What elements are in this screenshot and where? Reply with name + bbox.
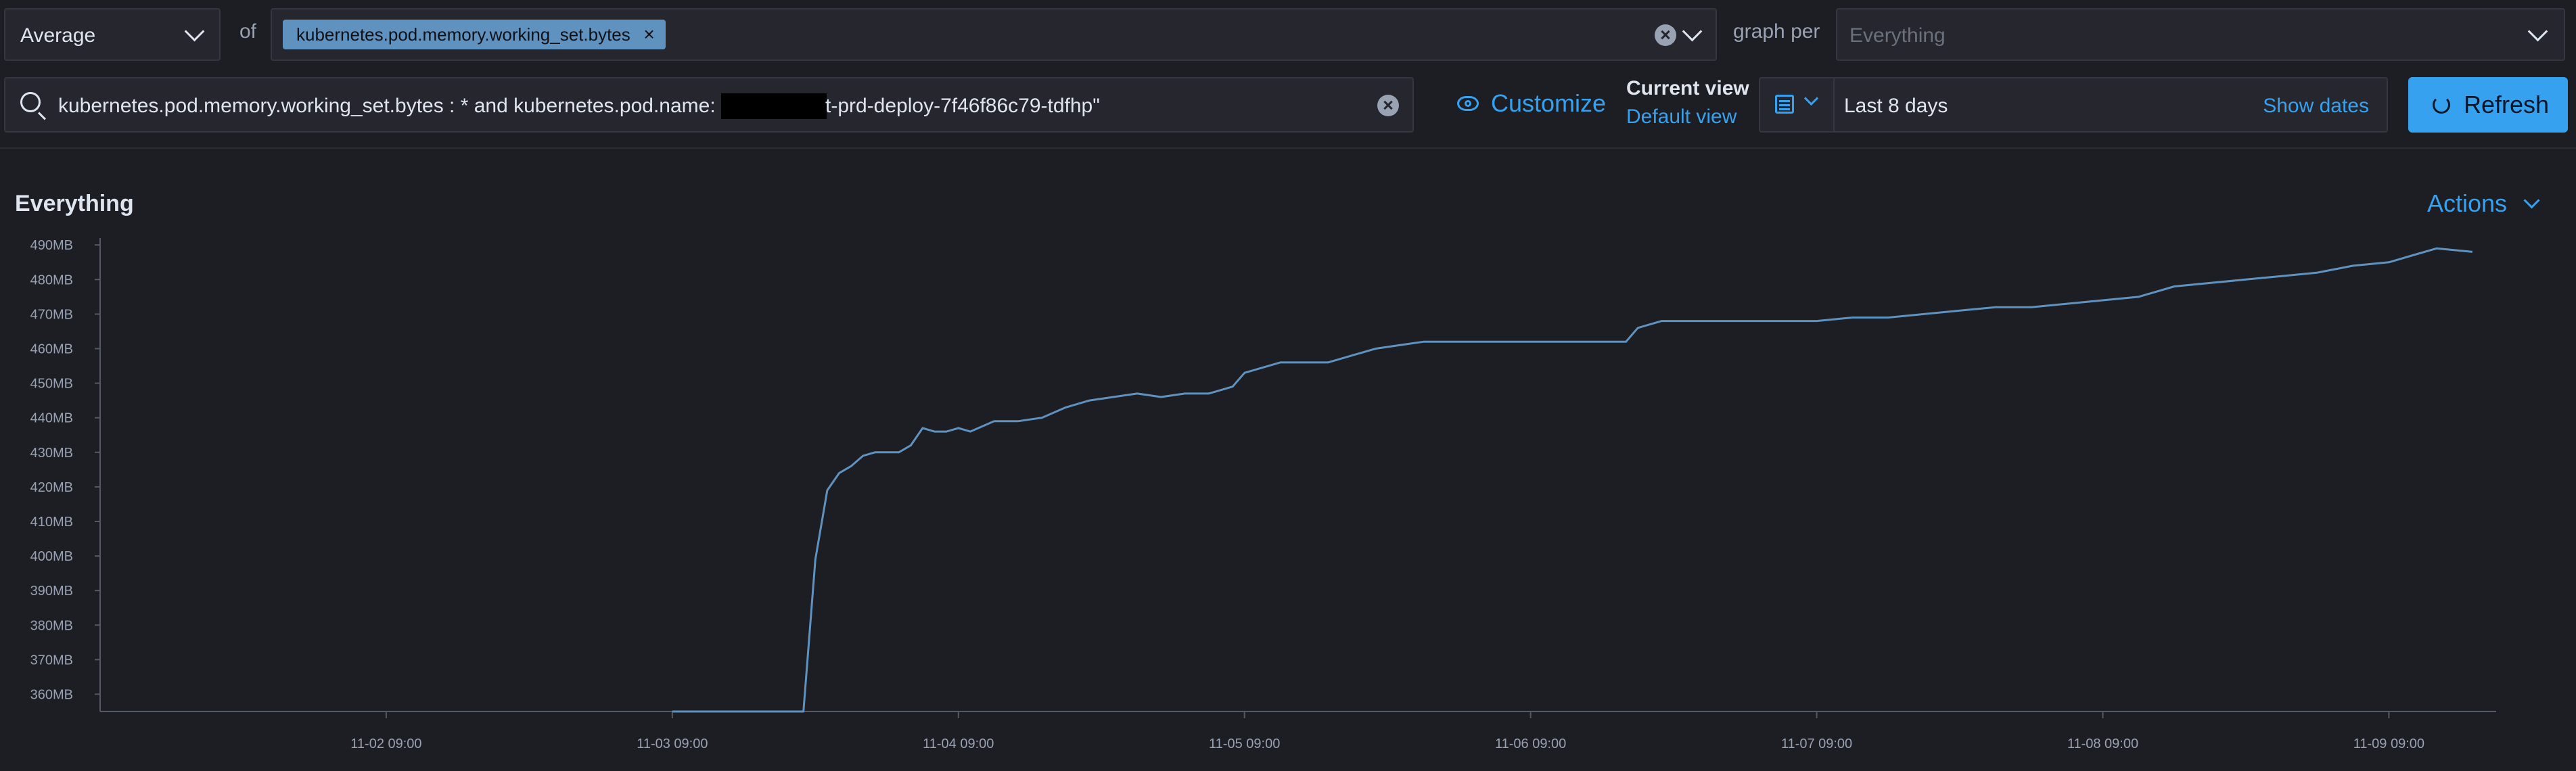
refresh-button[interactable]: Refresh [2408,77,2568,133]
default-view-link[interactable]: Default view [1626,106,1737,128]
y-tick-label: 490MB [30,238,73,253]
search-query-text-2: t-prd-deploy-7f46f86c79-tdfhp" [825,95,1100,117]
graph-per-combobox[interactable]: Everything [1836,8,2565,61]
x-tick-label: 11-05 09:00 [1209,737,1280,751]
refresh-label: Refresh [2464,91,2550,118]
panel-title: Everything [15,191,134,216]
show-dates-link[interactable]: Show dates [2263,95,2369,117]
x-tick-label: 11-04 09:00 [923,737,994,751]
quick-menu-button[interactable] [1760,78,1835,131]
y-tick-label: 470MB [30,307,73,322]
x-axis: 11-02 09:00 11-03 09:00 11-04 09:00 11-05 0… [100,711,2496,751]
remove-metric-icon[interactable]: × [643,24,655,45]
y-tick-label: 480MB [30,273,73,287]
y-tick-label: 460MB [30,342,73,357]
of-label: of [239,20,257,43]
graph-per-label: graph per [1733,20,1820,43]
chevron-down-icon [1803,91,1819,106]
chevron-down-icon [184,21,205,42]
x-tick-label: 11-09 09:00 [2353,737,2424,751]
actions-label: Actions [2427,189,2508,217]
y-tick-label: 390MB [30,584,73,599]
y-tick-label: 400MB [30,549,73,564]
x-tick-label: 11-03 09:00 [637,737,708,751]
redacted-block [721,93,827,119]
aggregation-select[interactable]: Average [4,8,221,61]
y-tick-label: 430MB [30,446,73,461]
metric-pill-label: kubernetes.pod.memory.working_set.bytes [296,24,630,45]
eye-icon [1457,96,1479,111]
clear-icon[interactable] [1655,24,1676,46]
calendar-icon [1775,95,1794,114]
y-tick-label: 370MB [30,653,73,668]
chevron-down-icon [2527,21,2548,42]
aggregation-value: Average [20,24,96,47]
search-query-text: kubernetes.pod.memory.working_set.bytes … [58,95,725,117]
y-tick-label: 450MB [30,377,73,392]
x-tick-label: 11-02 09:00 [350,737,421,751]
customize-label: Customize [1491,89,1607,117]
x-tick-label: 11-08 09:00 [2067,737,2138,751]
y-tick-label: 440MB [30,411,73,426]
metrics-combobox[interactable]: kubernetes.pod.memory.working_set.bytes … [271,8,1717,61]
x-tick-label: 11-06 09:00 [1495,737,1566,751]
y-tick-label: 420MB [30,480,73,495]
y-tick-label: 410MB [30,515,73,530]
graph-per-placeholder: Everything [1849,24,1946,47]
y-axis: 360MB 370MB 380MB 390MB 400MB 410MB 420MB 430MB… [30,238,101,711]
y-tick-label: 360MB [30,687,73,702]
current-view-title: Current view [1626,77,1749,99]
metric-pill[interactable]: kubernetes.pod.memory.working_set.bytes … [283,20,666,49]
date-range-text: Last 8 days [1844,95,1948,117]
search-icon [20,92,41,112]
chevron-down-icon [2523,192,2540,209]
chevron-down-icon[interactable] [1682,21,1703,42]
date-picker[interactable]: Last 8 days Show dates [1759,77,2388,133]
x-tick-label: 11-07 09:00 [1781,737,1852,751]
clear-icon[interactable] [1377,95,1399,116]
refresh-icon [2433,96,2450,114]
series-line [672,247,2472,713]
y-tick-label: 380MB [30,618,73,633]
header-divider [0,147,2576,149]
series-layer [672,247,2472,713]
metric-chart: 360MB 370MB 380MB 390MB 400MB 410MB 420MB 430MB… [30,238,2496,751]
search-input[interactable]: kubernetes.pod.memory.working_set.bytes … [4,77,1414,133]
